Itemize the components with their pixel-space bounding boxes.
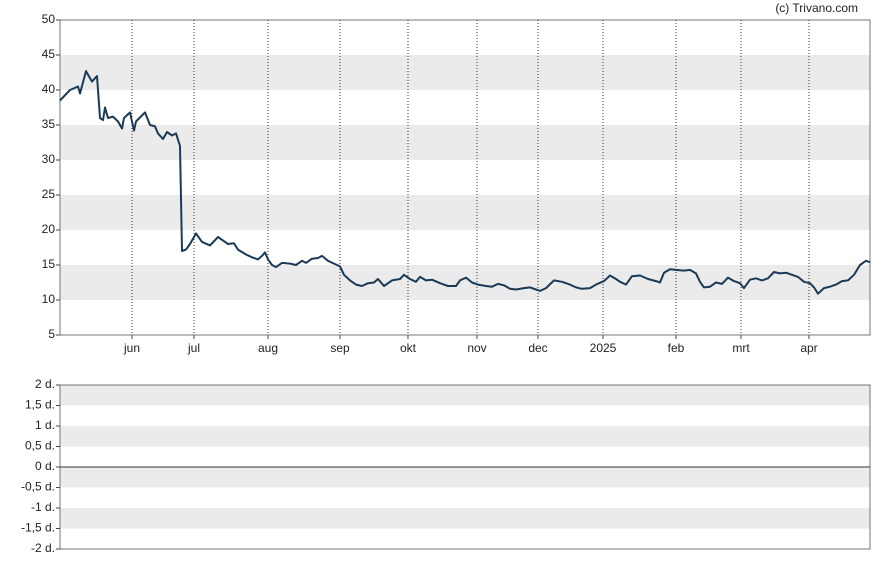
x-tick-label: feb [668, 341, 685, 355]
y-tick-label: 10 [42, 292, 56, 306]
grid-band [60, 55, 870, 90]
y-tick-label: 50 [42, 12, 56, 26]
y-tick-label: 1 d. [35, 418, 55, 432]
price-line [59, 70, 871, 295]
y-tick-label: -1,5 d. [21, 521, 55, 535]
y-tick-label: 15 [42, 257, 56, 271]
x-tick-label: nov [467, 341, 486, 355]
y-tick-label: 40 [42, 82, 56, 96]
x-tick-label: dec [528, 341, 547, 355]
x-tick-label: aug [258, 341, 278, 355]
grid-band [60, 508, 870, 529]
grid-band [60, 195, 870, 230]
plot-frame [59, 19, 871, 336]
plot-frame [59, 384, 871, 550]
y-tick-label: 25 [42, 187, 56, 201]
x-tick-label: 2025 [590, 341, 617, 355]
x-tick-label: sep [330, 341, 350, 355]
credit: (c) Trivano.com [775, 1, 858, 15]
y-tick-label: -1 d. [31, 500, 55, 514]
x-tick-label: jul [187, 341, 200, 355]
y-tick-label: 45 [42, 47, 56, 61]
y-tick-label: 5 [48, 327, 55, 341]
x-tick-label: mrt [732, 341, 750, 355]
grid-band [60, 426, 870, 447]
grid-band [60, 385, 870, 406]
y-tick-label: 0,5 d. [25, 439, 55, 453]
x-tick-label: jun [123, 341, 140, 355]
y-tick-label: 35 [42, 117, 56, 131]
y-tick-label: 0 d. [35, 459, 55, 473]
y-tick-label: 30 [42, 152, 56, 166]
y-tick-label: 1,5 d. [25, 398, 55, 412]
grid-band [60, 125, 870, 160]
y-tick-label: -2 d. [31, 541, 55, 555]
y-tick-label: -0,5 d. [21, 480, 55, 494]
grid-band [60, 467, 870, 488]
y-tick-label: 2 d. [35, 377, 55, 391]
x-tick-label: okt [400, 341, 417, 355]
x-tick-label: apr [800, 341, 817, 355]
y-tick-label: 20 [42, 222, 56, 236]
